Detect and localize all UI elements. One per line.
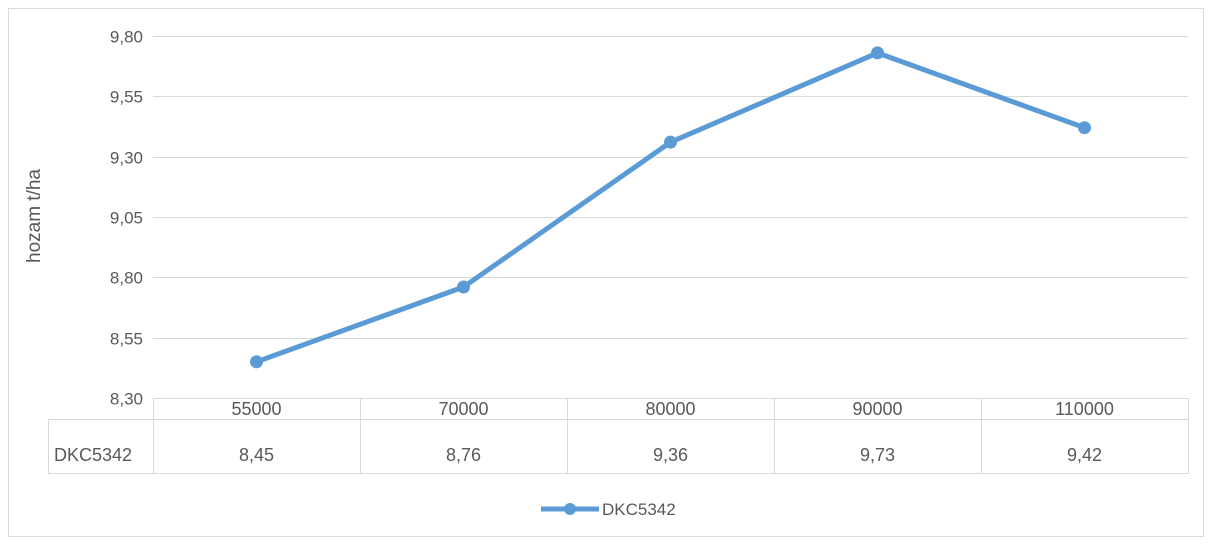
chart-border <box>8 8 1204 537</box>
data-point <box>664 135 677 149</box>
x-category-label: 110000 <box>1055 399 1114 419</box>
table-row-label: DKC5342 <box>54 445 132 465</box>
legend-entry-label: DKC5342 <box>602 500 676 519</box>
y-axis-tick-labels: 8,30 8,55 8,80 9,05 9,30 9,55 9,80 <box>110 28 143 409</box>
data-point <box>457 280 470 294</box>
table-value-cell: 8,45 <box>239 445 274 465</box>
legend-point-marker <box>564 503 576 515</box>
y-axis-label: hozam t/ha <box>24 169 45 263</box>
table-value-cell: 8,76 <box>446 445 481 465</box>
y-tick-label: 9,55 <box>110 88 143 107</box>
table-value-cell: 9,36 <box>653 445 688 465</box>
legend: DKC5342 <box>541 500 676 519</box>
x-category-label: 90000 <box>852 399 902 419</box>
table-value-cell: 9,42 <box>1067 445 1102 465</box>
y-tick-label: 9,05 <box>110 209 143 228</box>
table-value-cell: 9,73 <box>860 445 895 465</box>
series-lines <box>250 46 1091 369</box>
x-category-label: 55000 <box>231 399 281 419</box>
y-tick-label: 9,80 <box>110 28 143 47</box>
data-point <box>1078 121 1091 135</box>
y-tick-label: 8,30 <box>110 390 143 409</box>
y-tick-label: 8,55 <box>110 330 143 349</box>
data-point <box>871 46 884 60</box>
data-point <box>250 355 263 369</box>
y-tick-label: 9,30 <box>110 149 143 168</box>
y-tick-label: 8,80 <box>110 269 143 288</box>
data-table: 55000 70000 80000 90000 110000 DKC5342 8,45 8,7… <box>48 398 1189 474</box>
x-category-label: 80000 <box>645 399 695 419</box>
x-category-label: 70000 <box>438 399 488 419</box>
